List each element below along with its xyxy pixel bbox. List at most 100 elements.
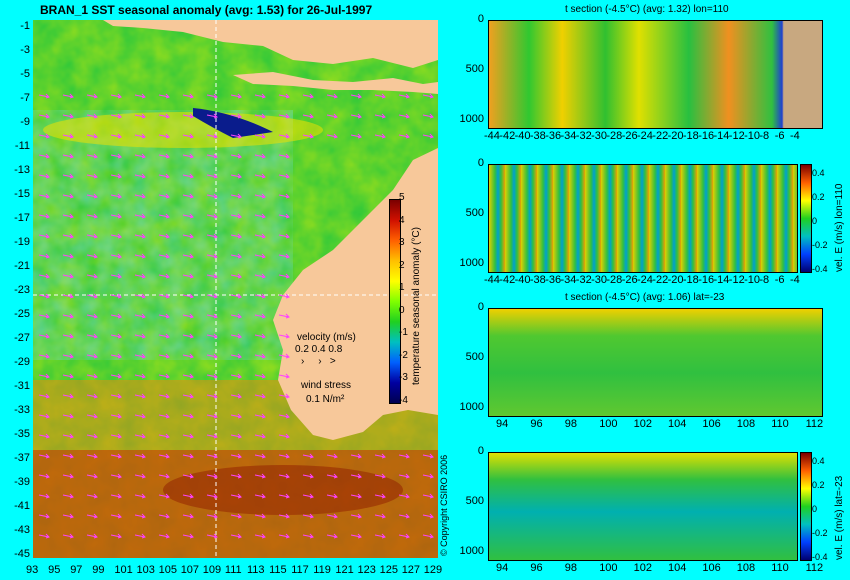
- wind-arrow: [182, 453, 194, 459]
- wind-arrow: [110, 413, 122, 419]
- wind-arrow: [110, 393, 122, 399]
- wind-arrow: [86, 213, 98, 219]
- wind-arrow: [206, 373, 218, 379]
- wind-arrow: [110, 313, 122, 319]
- wind-arrow: [278, 513, 290, 519]
- wind-arrow: [182, 93, 194, 99]
- wind-arrow: [302, 513, 314, 519]
- wind-arrow: [398, 453, 410, 459]
- wind-arrow: [230, 133, 242, 139]
- wind-arrow: [38, 93, 50, 99]
- wind-arrow: [158, 533, 170, 539]
- lon-tick-label: 97: [70, 564, 83, 576]
- x-tick-label: -4: [790, 274, 800, 286]
- x-tick-label: -6: [774, 274, 785, 286]
- wind-arrow: [182, 233, 194, 239]
- wind-arrow: [230, 533, 242, 539]
- wind-arrow: [110, 273, 122, 279]
- wind-legend-scale: 0.1 N/m²: [306, 394, 345, 405]
- wind-arrow: [38, 413, 50, 419]
- wind-arrow: [38, 333, 50, 339]
- x-tick-label: -40: [514, 130, 531, 142]
- wind-arrow: [86, 133, 98, 139]
- depth-tick-label: 1000: [459, 257, 484, 269]
- panel-colorbar-tick: -0.2: [812, 240, 828, 250]
- map-colorbar-tick: 0: [399, 304, 405, 316]
- wind-arrow: [230, 273, 242, 279]
- x-tick-label: -8: [759, 130, 770, 142]
- panel-2-section[interactable]: [488, 164, 798, 273]
- wind-arrow: [278, 373, 290, 379]
- wind-arrow: [62, 533, 74, 539]
- wind-arrow: [182, 513, 194, 519]
- wind-arrow: [134, 393, 146, 399]
- wind-arrow: [62, 393, 74, 399]
- wind-arrow: [38, 433, 50, 439]
- panel-colorbar-tick: -0.4: [812, 264, 828, 274]
- depth-tick-label: 1000: [459, 545, 484, 557]
- wind-arrow: [206, 153, 218, 159]
- wind-arrow: [278, 313, 290, 319]
- wind-arrow: [326, 493, 338, 499]
- wind-arrow: [254, 533, 266, 539]
- wind-arrow: [206, 313, 218, 319]
- wind-arrow: [110, 453, 122, 459]
- wind-arrow: [158, 293, 170, 299]
- wind-arrow: [62, 513, 74, 519]
- x-tick-label: -12: [728, 130, 745, 142]
- panel-3-title: t section (-4.5°C) (avg: 1.06) lat=-23: [565, 292, 725, 303]
- wind-arrow: [110, 353, 122, 359]
- panel-3-section[interactable]: [488, 308, 823, 417]
- wind-arrow: [254, 153, 266, 159]
- wind-arrow: [230, 453, 242, 459]
- wind-arrow: [302, 113, 314, 119]
- x-tick-label: -28: [606, 130, 623, 142]
- panel-2-colorbar-label: vel. E (m/s) lon=110: [834, 183, 845, 272]
- wind-arrow: [38, 453, 50, 459]
- wind-arrow: [62, 133, 74, 139]
- wind-arrow: [278, 153, 290, 159]
- lon-tick-label: 129: [423, 564, 443, 576]
- wind-arrow: [374, 533, 386, 539]
- x-tick-label: 94: [496, 562, 509, 574]
- wind-arrow: [158, 153, 170, 159]
- depth-tick-label: 0: [477, 445, 484, 457]
- x-tick-label: -42: [499, 130, 516, 142]
- wind-arrow: [158, 373, 170, 379]
- wind-arrow: [350, 533, 362, 539]
- wind-arrow: [110, 153, 122, 159]
- wind-arrow: [350, 113, 362, 119]
- wind-arrow: [374, 133, 386, 139]
- wind-arrow: [278, 413, 290, 419]
- sst-map[interactable]: velocity (m/s) 0.2 0.4 0.8 › › > wind st…: [33, 20, 438, 558]
- x-tick-label: -30: [591, 274, 607, 286]
- x-tick-label: -6: [774, 130, 785, 142]
- wind-arrow: [110, 93, 122, 99]
- wind-arrow: [62, 153, 74, 159]
- wind-arrow: [158, 433, 170, 439]
- wind-arrow: [422, 513, 434, 519]
- wind-legend-title: wind stress: [301, 380, 352, 391]
- wind-arrow: [422, 533, 434, 539]
- wind-arrow: [422, 453, 434, 459]
- wind-arrow: [182, 293, 194, 299]
- wind-arrow: [134, 413, 146, 419]
- panel-1-section[interactable]: [488, 20, 823, 129]
- wind-arrow: [350, 513, 362, 519]
- wind-arrow: [38, 193, 50, 199]
- panel-colorbar-tick: 0.2: [812, 192, 825, 202]
- wind-arrow: [398, 113, 410, 119]
- panel-4-section[interactable]: [488, 452, 798, 561]
- wind-arrow: [326, 513, 338, 519]
- map-colorbar-label: temperature seasonal anomaly (°C): [411, 227, 422, 385]
- x-tick-label: -22: [652, 274, 669, 286]
- wind-arrow: [38, 213, 50, 219]
- wind-arrow: [158, 133, 170, 139]
- wind-arrow: [326, 533, 338, 539]
- wind-arrow: [38, 113, 50, 119]
- panel-4-colorbar: [800, 452, 812, 561]
- x-tick-label: -36: [545, 274, 562, 286]
- wind-arrow: [62, 293, 74, 299]
- wind-arrow: [62, 253, 74, 259]
- x-tick-label: 104: [668, 418, 687, 430]
